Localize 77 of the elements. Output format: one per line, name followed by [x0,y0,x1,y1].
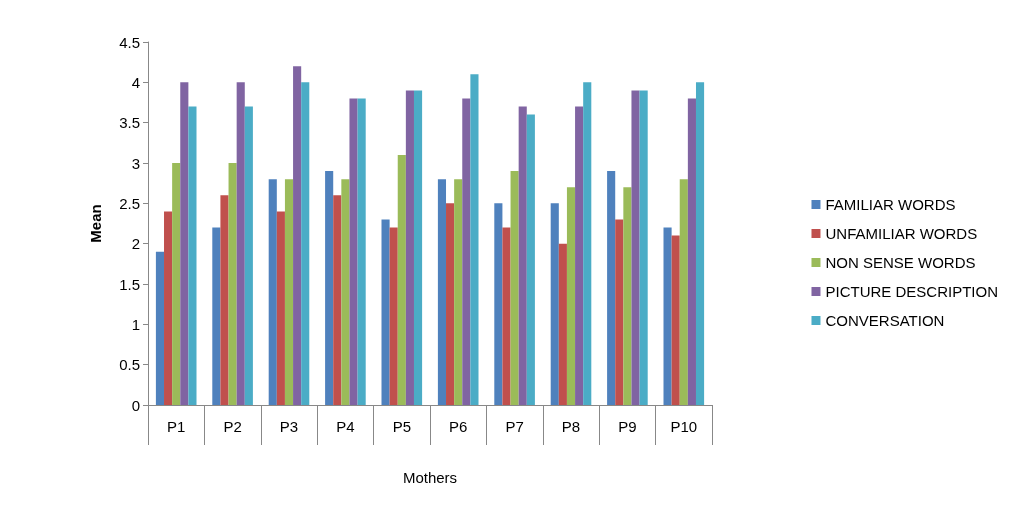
y-axis-title: Mean [87,204,104,243]
bar [518,106,527,405]
bar [526,114,535,405]
y-tick-label: 3.5 [119,114,140,132]
y-tick-label: 2.5 [119,194,140,212]
bar [236,82,245,405]
bar [550,203,559,405]
bar [494,203,503,405]
bar [357,98,366,405]
bar [172,163,181,405]
y-tick-label: 4.5 [119,33,140,51]
bar [679,179,688,405]
bar [413,90,423,405]
bar [405,90,414,405]
legend-label: FAMILIAR WORDS [825,196,956,213]
bar [268,179,277,405]
bar [470,74,479,405]
y-tick-label: 0.5 [119,356,140,374]
bar [695,82,705,405]
x-tick-label: P9 [618,418,637,435]
bar [623,187,632,405]
x-tick-label: P5 [392,418,411,435]
bar [228,163,237,405]
x-tick-label: P7 [505,418,524,435]
x-tick-label: P8 [561,418,581,435]
bar [180,82,189,405]
bar [631,90,640,405]
bar [615,219,624,405]
bar [462,98,471,405]
bar [446,203,455,405]
bar [244,106,253,405]
bar [454,179,463,405]
bar [663,227,672,405]
bar [389,227,398,405]
bar [349,98,358,405]
legend-label: NON SENSE WORDS [825,254,976,271]
bar [502,227,511,405]
y-tick-label: 1 [131,315,140,333]
bar [583,82,592,405]
bar [325,171,334,405]
bar [558,243,567,405]
bar [381,219,390,405]
bar [155,251,165,405]
x-tick-label: P1 [167,418,186,435]
bar [293,66,302,405]
bar [397,154,406,405]
x-axis-title: Mothers [402,469,458,486]
y-tick-label: 2 [131,235,140,253]
bar [212,227,221,405]
bar [164,211,173,405]
x-tick-label: P2 [223,418,242,435]
y-tick-label: 1.5 [119,275,140,293]
bar [341,179,350,405]
bar [301,82,310,405]
bar [687,98,696,405]
x-tick-label: P10 [670,418,698,435]
bar [188,106,197,405]
bar [575,106,584,405]
bar [276,211,285,405]
bar [671,235,680,405]
y-tick-label: 3 [131,154,140,172]
x-tick-label: P6 [449,418,468,435]
bar [639,90,648,405]
bar [437,179,447,405]
bar [220,195,229,405]
bar [607,171,616,405]
y-tick-label: 4 [131,73,140,91]
x-tick-label: P4 [336,418,355,435]
bar [510,171,519,405]
bar [284,179,294,405]
bar [566,187,576,405]
bar [333,195,342,405]
x-tick-label: P3 [279,418,299,435]
legend-label: CONVERSATION [825,312,945,329]
legend-label: PICTURE DESCRIPTION [825,283,998,300]
legend-label: UNFAMILIAR WORDS [825,225,978,242]
y-tick-label: 0 [131,396,140,414]
